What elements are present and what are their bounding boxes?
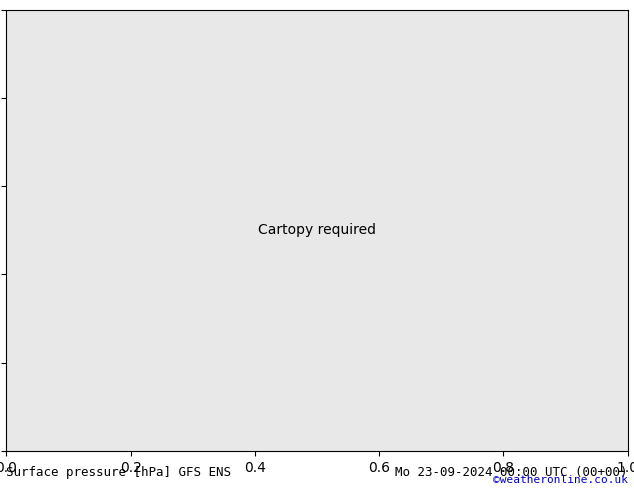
Text: Mo 23-09-2024 00:00 UTC (00+00): Mo 23-09-2024 00:00 UTC (00+00): [395, 466, 628, 479]
Text: Surface pressure [hPa] GFS ENS: Surface pressure [hPa] GFS ENS: [6, 466, 231, 479]
Text: ©weatheronline.co.uk: ©weatheronline.co.uk: [493, 475, 628, 485]
Text: Cartopy required: Cartopy required: [258, 223, 376, 237]
